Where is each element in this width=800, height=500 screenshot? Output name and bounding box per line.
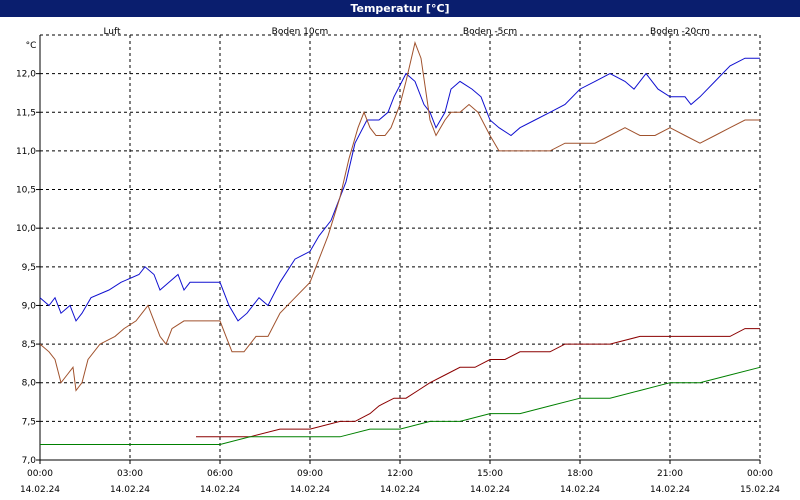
series-line (39, 41, 760, 392)
x-tick-time-label: 00:00 (27, 469, 53, 479)
y-tick-label: 10,0 (16, 224, 36, 234)
x-tick-date-label: 14.02.24 (470, 485, 510, 495)
legend-entry: Boden 10cm (272, 27, 329, 37)
legend-entry: Boden -5cm (463, 27, 517, 37)
series-line (40, 366, 761, 445)
x-tick-time-label: 09:00 (297, 469, 323, 479)
y-tick-label: 11,5 (16, 108, 36, 118)
x-tick-date-label: 14.02.24 (20, 485, 60, 495)
x-tick-date-label: 14.02.24 (110, 485, 150, 495)
y-tick-label: 12,0 (16, 70, 36, 80)
x-tick-date-label: 15.02.24 (740, 485, 780, 495)
x-tick-time-label: 06:00 (207, 469, 233, 479)
x-tick-date-label: 14.02.24 (290, 485, 330, 495)
x-tick-time-label: 00:00 (747, 469, 773, 479)
x-tick-time-label: 12:00 (387, 469, 413, 479)
series-line (196, 328, 760, 438)
y-tick-label: 11,0 (16, 147, 36, 157)
legend-entry: Luft (103, 27, 121, 37)
x-tick-date-label: 14.02.24 (650, 485, 690, 495)
series-line (39, 57, 760, 322)
x-tick-date-label: 14.02.24 (200, 485, 240, 495)
y-tick-label: 7,5 (22, 417, 36, 427)
x-tick-time-label: 21:00 (657, 469, 683, 479)
chart-title: Temperatur [°C] (0, 0, 800, 17)
x-tick-date-label: 14.02.24 (560, 485, 600, 495)
x-tick-time-label: 15:00 (477, 469, 503, 479)
x-tick-date-label: 14.02.24 (380, 485, 420, 495)
y-unit-label: °C (26, 41, 37, 51)
x-tick-time-label: 03:00 (117, 469, 143, 479)
y-tick-label: 10,5 (16, 186, 36, 196)
legend-entry: Boden -20cm (650, 27, 710, 37)
y-tick-label: 9,0 (22, 301, 37, 311)
y-tick-label: 7,0 (22, 456, 37, 466)
y-tick-label: 8,5 (22, 340, 36, 350)
y-tick-label: 8,0 (22, 379, 37, 389)
x-tick-time-label: 18:00 (567, 469, 593, 479)
y-tick-label: 9,5 (22, 263, 36, 273)
